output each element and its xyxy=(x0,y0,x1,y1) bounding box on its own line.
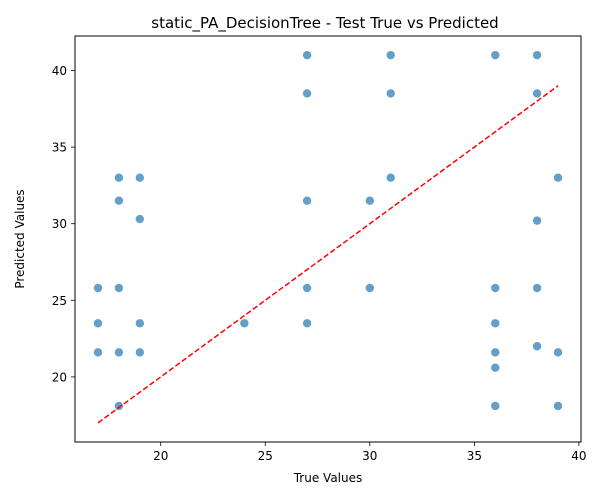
data-point xyxy=(302,196,312,205)
data-point xyxy=(532,216,542,225)
x-tick-label: 30 xyxy=(362,449,377,463)
data-point xyxy=(302,50,312,60)
data-point xyxy=(491,283,500,293)
data-point xyxy=(135,319,145,328)
data-point xyxy=(302,89,312,98)
axes-frame xyxy=(74,35,582,443)
data-point xyxy=(386,50,395,60)
data-point xyxy=(93,283,103,293)
data-point xyxy=(114,283,124,293)
data-point xyxy=(93,348,103,357)
data-point xyxy=(491,319,500,328)
data-point xyxy=(135,173,145,182)
data-point xyxy=(532,50,542,60)
data-point xyxy=(135,214,145,224)
x-tick-label: 25 xyxy=(258,449,273,463)
data-point xyxy=(532,283,542,293)
data-point xyxy=(135,348,145,357)
x-axis-label: True Values xyxy=(293,471,363,485)
y-tick-label: 20 xyxy=(52,370,67,384)
data-point xyxy=(365,283,375,293)
x-tick-label: 20 xyxy=(153,449,168,463)
x-axis-ticks: 20 25 30 35 40 xyxy=(153,442,587,463)
data-point xyxy=(386,89,395,98)
data-point xyxy=(491,363,500,372)
data-point xyxy=(365,196,375,205)
chart-title: static_PA_DecisionTree - Test True vs Pr… xyxy=(151,14,498,33)
data-point xyxy=(93,319,103,328)
data-point xyxy=(553,348,563,357)
x-tick-label: 35 xyxy=(467,449,482,463)
data-point xyxy=(532,342,542,351)
data-point xyxy=(114,401,124,411)
x-tick-label: 40 xyxy=(571,449,586,463)
y-tick-label: 35 xyxy=(52,141,67,155)
data-point xyxy=(491,348,500,357)
data-point xyxy=(302,319,312,328)
reference-line xyxy=(97,85,559,424)
data-point xyxy=(553,401,563,411)
data-point xyxy=(302,283,312,293)
data-point xyxy=(553,173,563,182)
y-tick-label: 40 xyxy=(52,64,67,78)
plot-area xyxy=(93,50,563,424)
data-point xyxy=(114,348,124,357)
y-tick-label: 30 xyxy=(52,217,67,231)
data-point xyxy=(240,319,249,328)
data-point xyxy=(114,173,124,182)
y-axis-ticks: 20 25 30 35 40 xyxy=(52,64,75,384)
data-point xyxy=(491,50,500,60)
data-point xyxy=(491,401,500,411)
y-tick-label: 25 xyxy=(52,294,67,308)
data-point xyxy=(386,173,395,182)
data-point xyxy=(114,196,124,205)
data-point xyxy=(532,89,542,98)
y-axis-label: Predicted Values xyxy=(13,189,27,288)
